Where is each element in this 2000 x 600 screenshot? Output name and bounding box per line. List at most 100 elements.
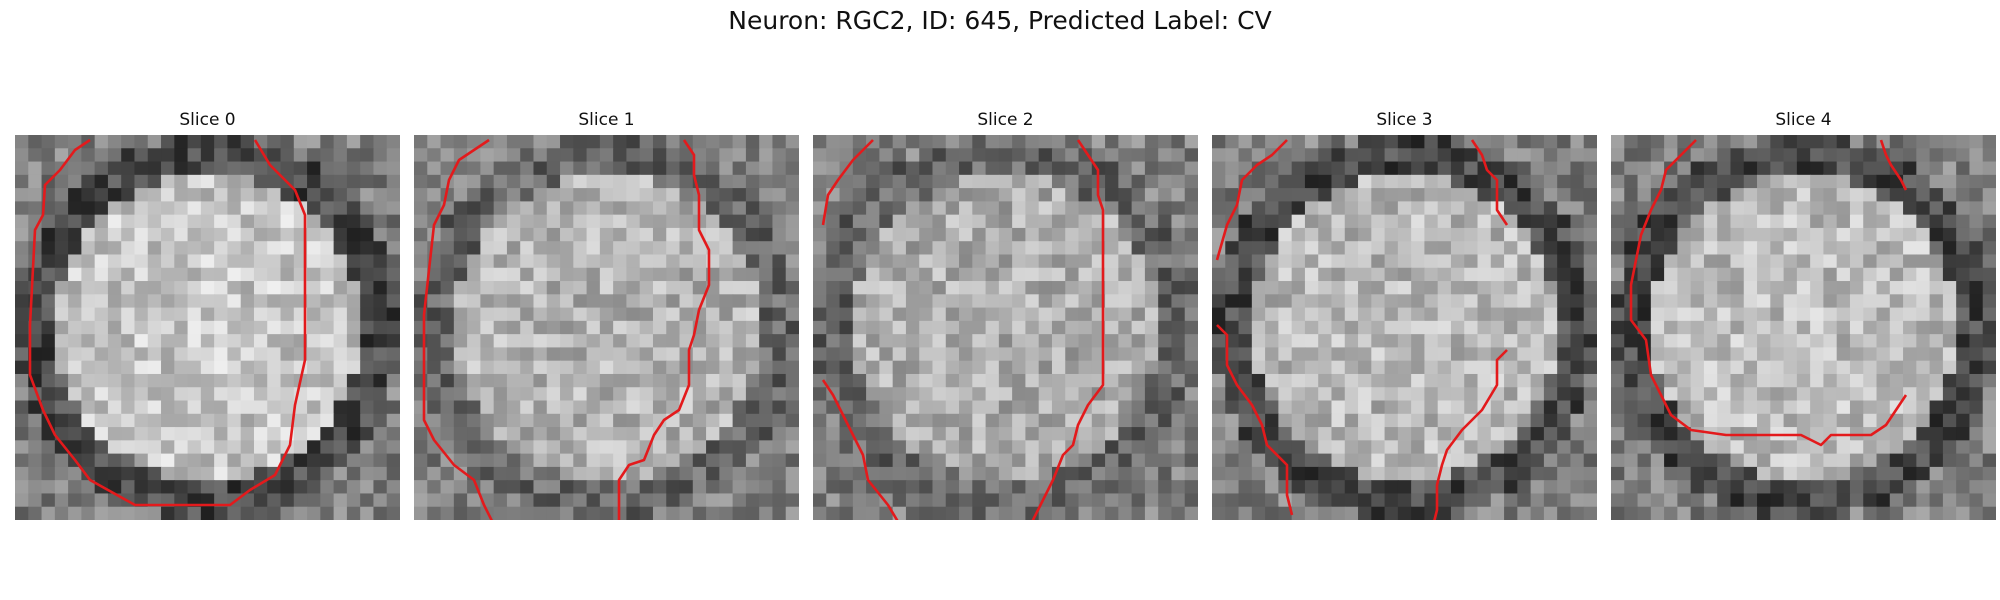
pixel (1212, 161, 1226, 176)
pixel (227, 373, 242, 388)
pixel (1144, 440, 1159, 455)
pixel (1889, 493, 1904, 508)
pixel (1171, 267, 1186, 282)
pixel (147, 267, 162, 282)
pixel (1517, 227, 1532, 242)
pixel (839, 174, 854, 189)
pixel (1358, 281, 1372, 295)
pixel (200, 227, 215, 242)
pixel (813, 281, 827, 295)
pixel (1078, 347, 1093, 362)
pixel (1770, 334, 1785, 349)
pixel (1331, 161, 1346, 176)
pixel (972, 307, 987, 322)
pixel (573, 161, 588, 176)
pixel (1437, 347, 1452, 362)
pixel (453, 506, 468, 520)
pixel (1783, 440, 1798, 455)
pixel (1212, 480, 1226, 495)
pixel (1717, 413, 1732, 428)
pixel (1783, 294, 1798, 309)
pixel (1624, 480, 1639, 495)
pixel (161, 506, 175, 520)
pixel (1278, 453, 1293, 468)
pixel (1703, 201, 1718, 216)
pixel (879, 214, 894, 229)
pixel (772, 294, 787, 309)
pixel (240, 334, 255, 349)
pixel (373, 188, 388, 202)
pixel (1038, 148, 1053, 163)
pixel (1770, 161, 1785, 176)
pixel (174, 453, 189, 468)
pixel (41, 281, 56, 295)
pixel (520, 506, 535, 520)
pixel (1796, 161, 1811, 176)
pixel (1344, 201, 1359, 216)
pixel (1849, 347, 1864, 362)
pixel (1331, 466, 1346, 481)
pixel (1557, 241, 1572, 256)
pixel (945, 360, 960, 375)
pixel (1212, 267, 1226, 282)
pixel (1637, 294, 1652, 309)
pixel (1611, 294, 1625, 309)
pixel (360, 480, 375, 495)
pixel (1703, 453, 1718, 468)
pixel (919, 281, 934, 295)
pixel (81, 281, 96, 295)
pixel (68, 161, 82, 176)
pixel (1982, 347, 1996, 362)
pixel (1757, 493, 1771, 508)
pixel (599, 214, 614, 229)
pixel (546, 427, 561, 441)
pixel (1225, 320, 1240, 335)
pixel (1397, 493, 1412, 508)
pixel (839, 294, 854, 309)
pixel (1929, 360, 1944, 375)
pixel (573, 413, 588, 428)
pixel (772, 373, 787, 388)
pixel (333, 373, 348, 388)
pixel (1876, 440, 1891, 455)
pixel (1384, 373, 1399, 388)
pixel (985, 281, 1000, 295)
pixel (1956, 174, 1971, 189)
pixel (639, 227, 654, 242)
pixel (852, 254, 867, 269)
pixel (772, 440, 787, 455)
pixel (1184, 413, 1198, 428)
pixel (453, 480, 468, 495)
pixel (599, 188, 614, 202)
pixel (1291, 267, 1306, 282)
pixel (1212, 453, 1226, 468)
pixel (1637, 161, 1652, 176)
pixel (1889, 387, 1904, 402)
pixel (1796, 281, 1811, 295)
pixel (785, 400, 799, 415)
pixel (94, 427, 109, 441)
pixel (1331, 201, 1346, 216)
pixel (333, 466, 348, 481)
pixel (1876, 281, 1891, 295)
pixel (253, 427, 268, 441)
pixel (1664, 294, 1678, 309)
pixel (1703, 506, 1718, 520)
pixel (1131, 440, 1146, 455)
pixel (1131, 493, 1146, 508)
pixel (1065, 267, 1080, 282)
pixel (1530, 427, 1545, 441)
pixel (1916, 148, 1931, 163)
pixel (892, 148, 907, 163)
pixel (240, 214, 255, 229)
pixel (1171, 453, 1186, 468)
pixel (1397, 334, 1412, 349)
pixel (866, 174, 880, 189)
pixel (15, 334, 29, 349)
pixel (785, 281, 799, 295)
pixel (54, 453, 69, 468)
pixel (320, 267, 335, 282)
pixel (692, 480, 707, 495)
pixel (1730, 360, 1745, 375)
pixel (919, 347, 934, 362)
